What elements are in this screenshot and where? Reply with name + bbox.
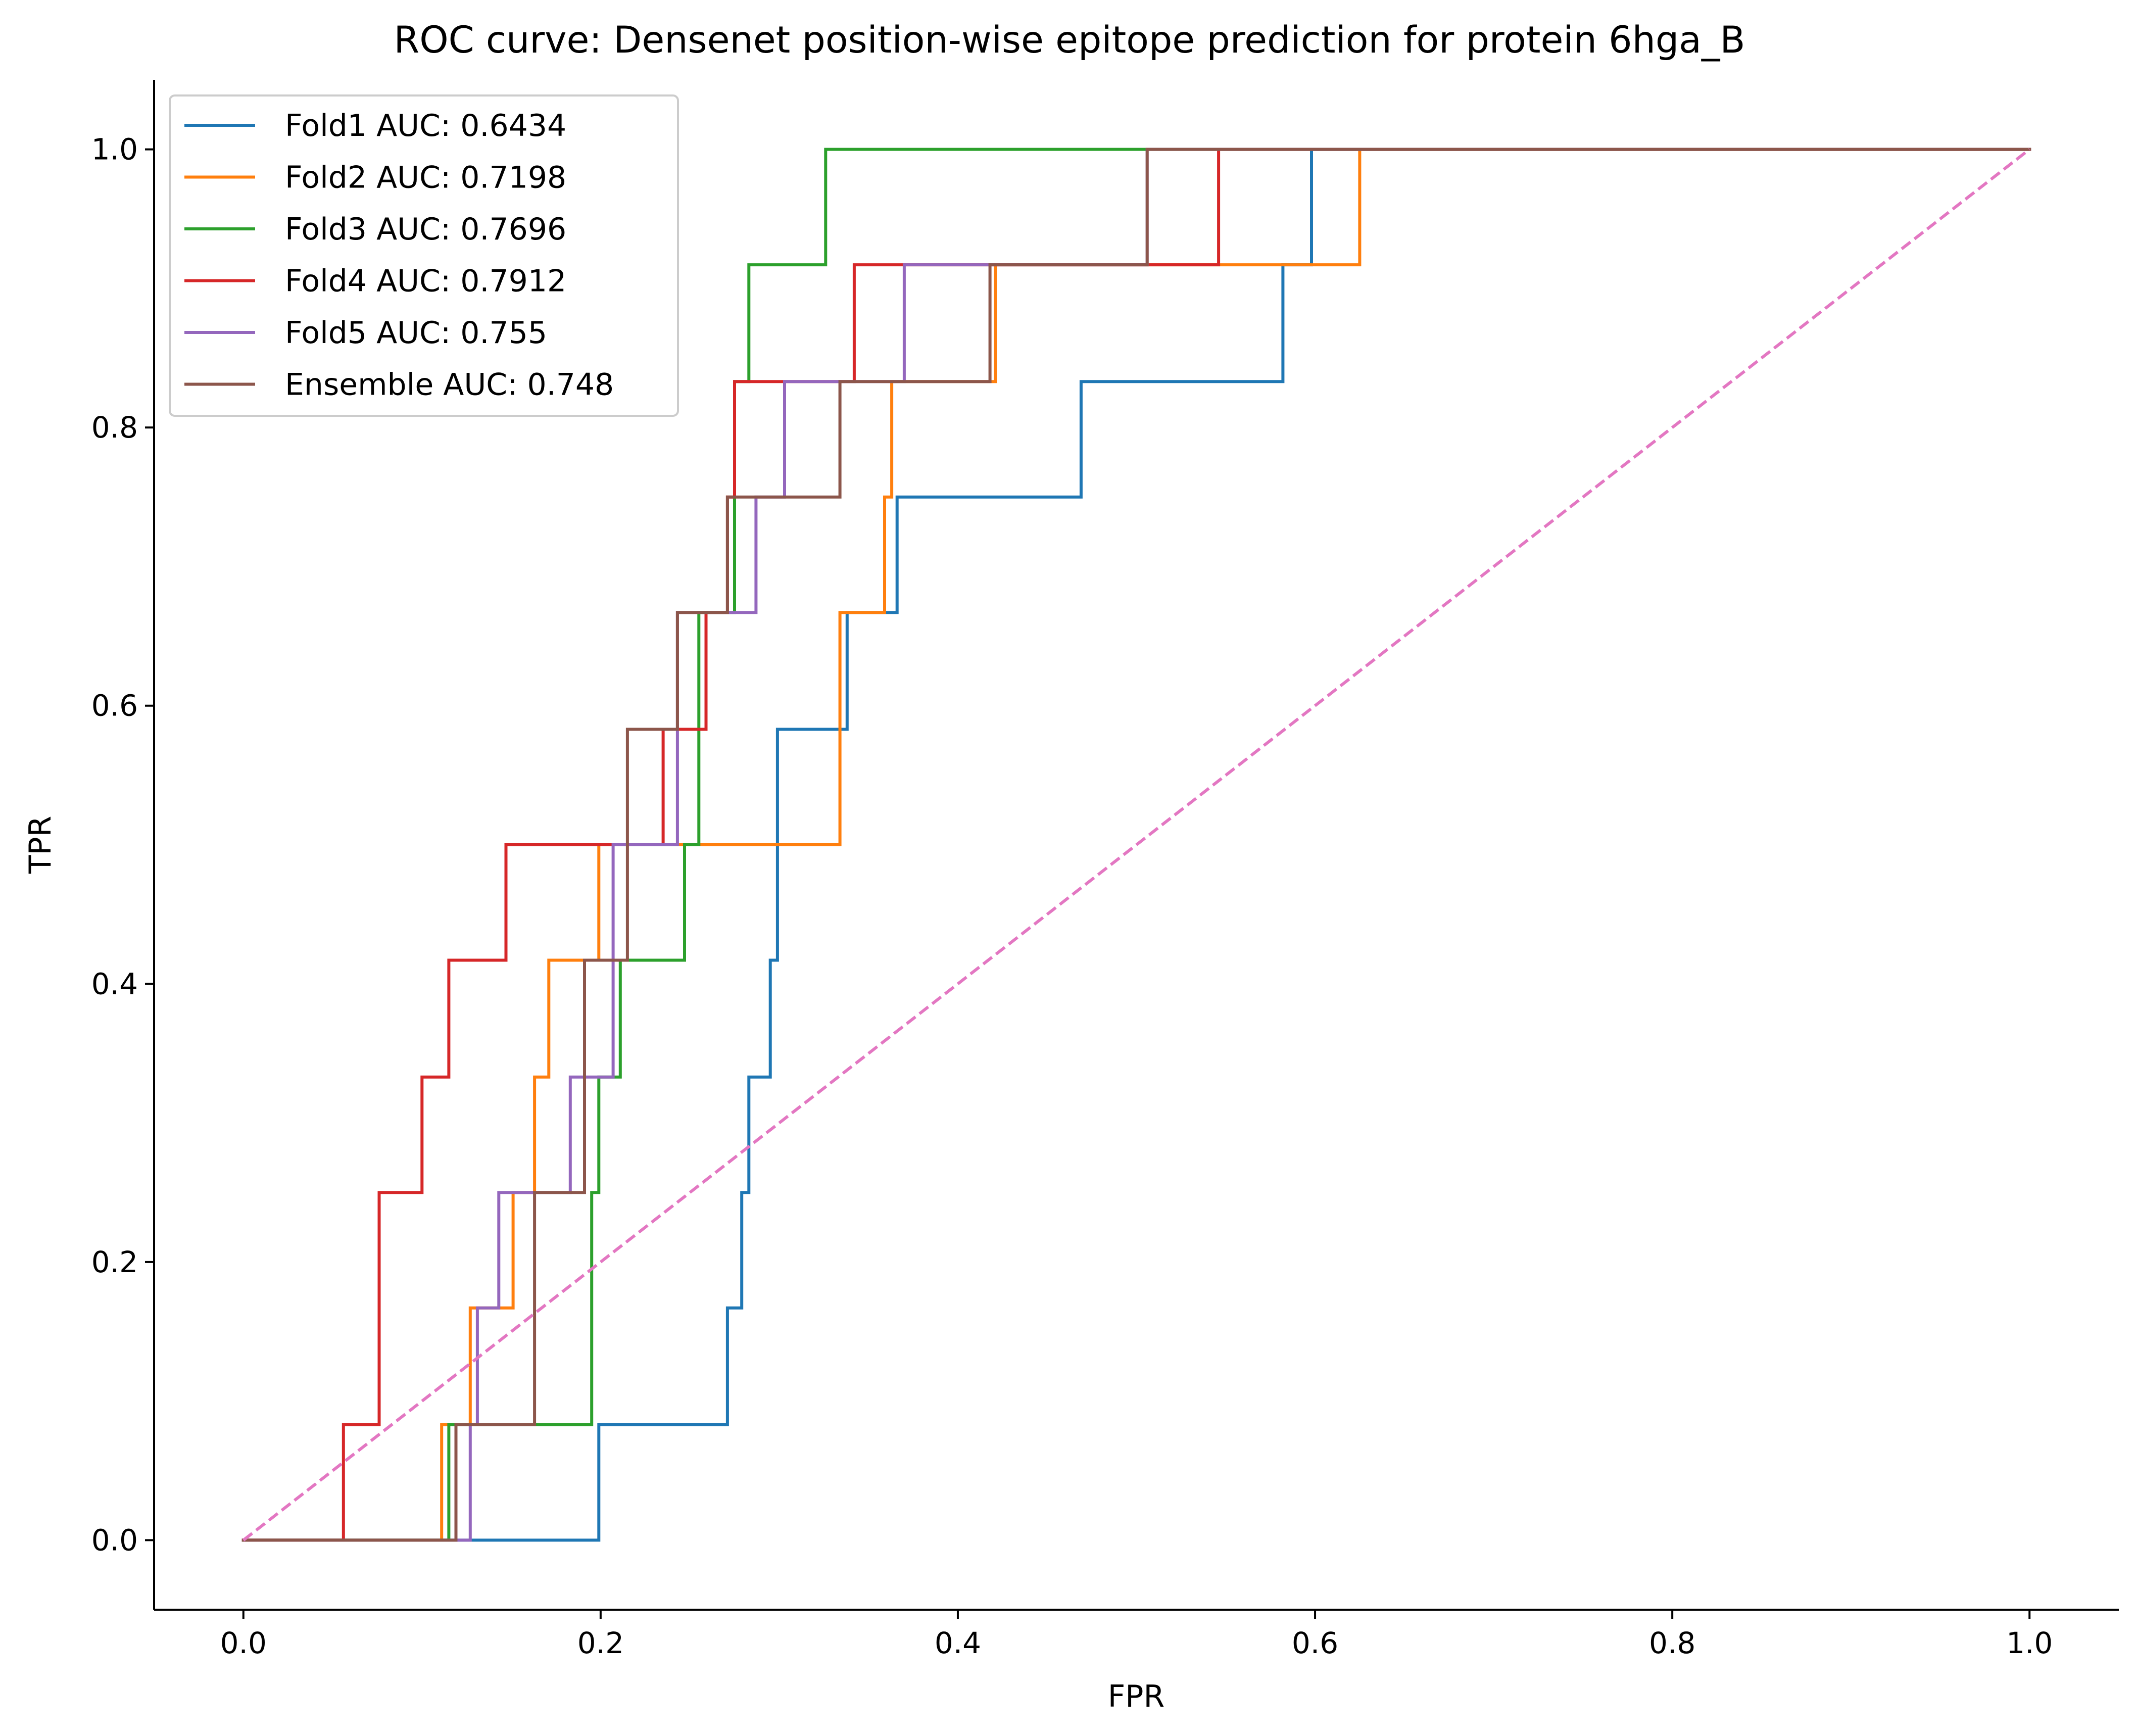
x-tick-label: 0.6 [1292, 1626, 1338, 1660]
legend: Fold1 AUC: 0.6434 Fold2 AUC: 0.7198 Fold3 … [169, 94, 679, 417]
legend-label-3: Fold3 AUC: 0.7696 [285, 212, 566, 247]
legend-label-4: Fold4 AUC: 0.7912 [285, 264, 566, 299]
x-tick-label: 0.0 [220, 1626, 267, 1660]
series-layer [241, 148, 2031, 1542]
y-tick-label: 0.0 [91, 1523, 138, 1557]
plot-area: 0.0 0.2 0.4 0.6 0.8 1.0 0.0 0.2 0.4 0.6 0.8 1.0 [91, 80, 2119, 1660]
y-tick-label: 0.6 [91, 689, 138, 723]
y-ticks: 0.0 0.2 0.4 0.6 0.8 1.0 [91, 132, 154, 1557]
legend-label-2: Fold2 AUC: 0.7198 [285, 160, 566, 196]
x-tick-label: 0.2 [577, 1626, 624, 1660]
series-line-3 [241, 148, 2031, 1542]
legend-label-5: Fold5 AUC: 0.755 [285, 315, 547, 351]
y-tick-label: 0.2 [91, 1245, 138, 1279]
series-line-5 [241, 148, 2031, 1542]
x-tick-label: 0.4 [935, 1626, 981, 1660]
legend-box [169, 94, 679, 417]
legend-label-6: Ensemble AUC: 0.748 [285, 367, 614, 403]
series-line-4 [241, 148, 2031, 1542]
y-tick-label: 1.0 [91, 132, 138, 167]
chart-title: ROC curve: Densenet position-wise epitop… [394, 19, 1745, 62]
y-tick-label: 0.4 [91, 967, 138, 1001]
series-line-6 [241, 148, 2031, 1542]
reference-diagonal-line [242, 148, 2031, 1541]
legend-label-1: Fold1 AUC: 0.6434 [285, 108, 566, 143]
x-tick-label: 1.0 [2006, 1626, 2053, 1660]
legend-entries: Fold1 AUC: 0.6434 Fold2 AUC: 0.7198 Fold3 … [184, 108, 614, 403]
series-line-2 [241, 148, 2031, 1542]
x-ticks: 0.0 0.2 0.4 0.6 0.8 1.0 [220, 1610, 2053, 1660]
y-axis-label: TPR [23, 816, 58, 875]
y-tick-label: 0.8 [91, 410, 138, 445]
x-axis-label: FPR [1108, 1679, 1164, 1714]
x-tick-label: 0.8 [1649, 1626, 1695, 1660]
